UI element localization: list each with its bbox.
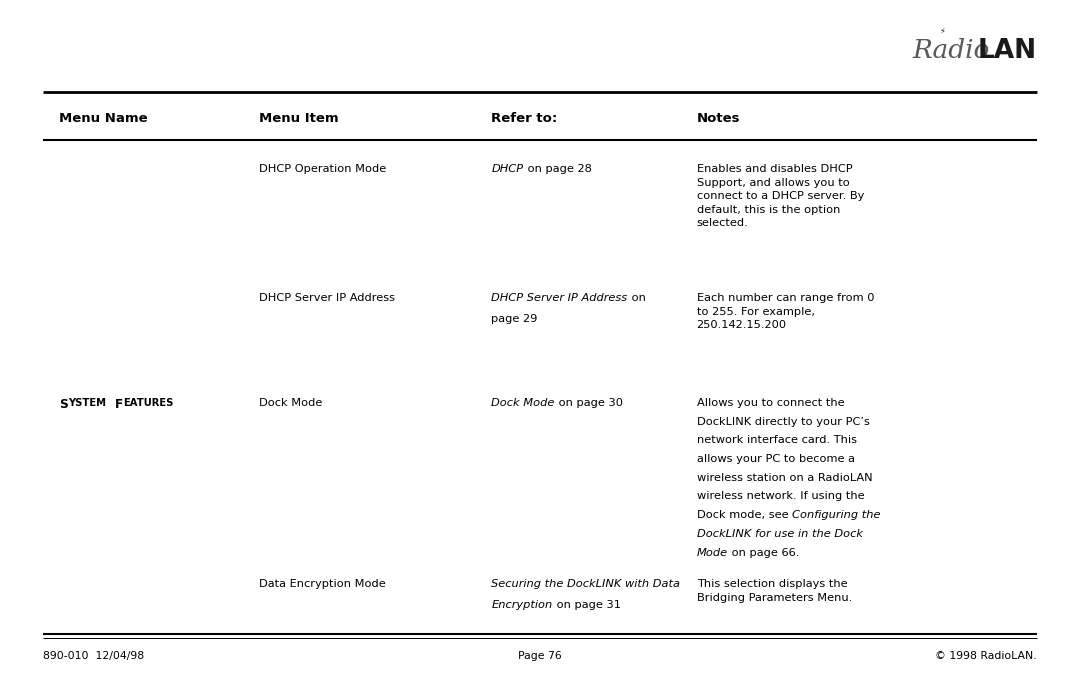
Text: wireless station on a RadioLAN: wireless station on a RadioLAN (697, 473, 873, 483)
Text: Configuring the: Configuring the (792, 510, 880, 520)
Text: Radio: Radio (913, 38, 990, 64)
Text: Allows you to connect the: Allows you to connect the (697, 398, 845, 408)
Text: Dock mode, see: Dock mode, see (697, 510, 792, 520)
Text: Menu Name: Menu Name (59, 112, 148, 125)
Text: Notes: Notes (697, 112, 740, 125)
Text: LAN: LAN (977, 38, 1037, 64)
Text: Each number can range from 0
to 255. For example,
250.142.15.200: Each number can range from 0 to 255. For… (697, 293, 874, 330)
Text: on page 66.: on page 66. (728, 547, 799, 558)
Text: allows your PC to become a: allows your PC to become a (697, 454, 854, 464)
Text: on page 30: on page 30 (555, 398, 623, 408)
Text: DockLINK directly to your PC’s: DockLINK directly to your PC’s (697, 417, 869, 426)
Text: DHCP: DHCP (491, 164, 524, 174)
Text: on: on (627, 293, 646, 303)
Text: on page 28: on page 28 (524, 164, 592, 174)
Text: F: F (114, 398, 123, 411)
Text: on page 31: on page 31 (553, 600, 621, 610)
Text: Enables and disables DHCP
Support, and allows you to
connect to a DHCP server. B: Enables and disables DHCP Support, and a… (697, 164, 864, 228)
Text: Dock Mode: Dock Mode (259, 398, 323, 408)
Text: Encryption: Encryption (491, 600, 553, 610)
Text: © 1998 RadioLAN.: © 1998 RadioLAN. (935, 651, 1037, 660)
Text: DHCP Operation Mode: DHCP Operation Mode (259, 164, 387, 174)
Text: DHCP Server IP Address: DHCP Server IP Address (491, 293, 627, 303)
Text: 890-010  12/04/98: 890-010 12/04/98 (43, 651, 145, 660)
Text: EATURES: EATURES (123, 398, 174, 408)
Text: wireless network. If using the: wireless network. If using the (697, 491, 864, 501)
Text: Refer to:: Refer to: (491, 112, 557, 125)
Text: page 29: page 29 (491, 314, 538, 324)
Text: Data Encryption Mode: Data Encryption Mode (259, 579, 386, 589)
Text: DockLINK for use in the Dock: DockLINK for use in the Dock (697, 529, 863, 539)
Text: This selection displays the
Bridging Parameters Menu.: This selection displays the Bridging Par… (697, 579, 852, 603)
Text: Mode: Mode (697, 547, 728, 558)
Text: Securing the DockLINK with Data: Securing the DockLINK with Data (491, 579, 680, 589)
Text: YSTEM: YSTEM (68, 398, 106, 408)
Text: Dock Mode: Dock Mode (491, 398, 555, 408)
Text: S: S (59, 398, 68, 411)
Text: ⚡: ⚡ (939, 26, 945, 35)
Text: Page 76: Page 76 (518, 651, 562, 660)
Text: DHCP Server IP Address: DHCP Server IP Address (259, 293, 395, 303)
Text: network interface card. This: network interface card. This (697, 436, 856, 445)
Text: Menu Item: Menu Item (259, 112, 339, 125)
